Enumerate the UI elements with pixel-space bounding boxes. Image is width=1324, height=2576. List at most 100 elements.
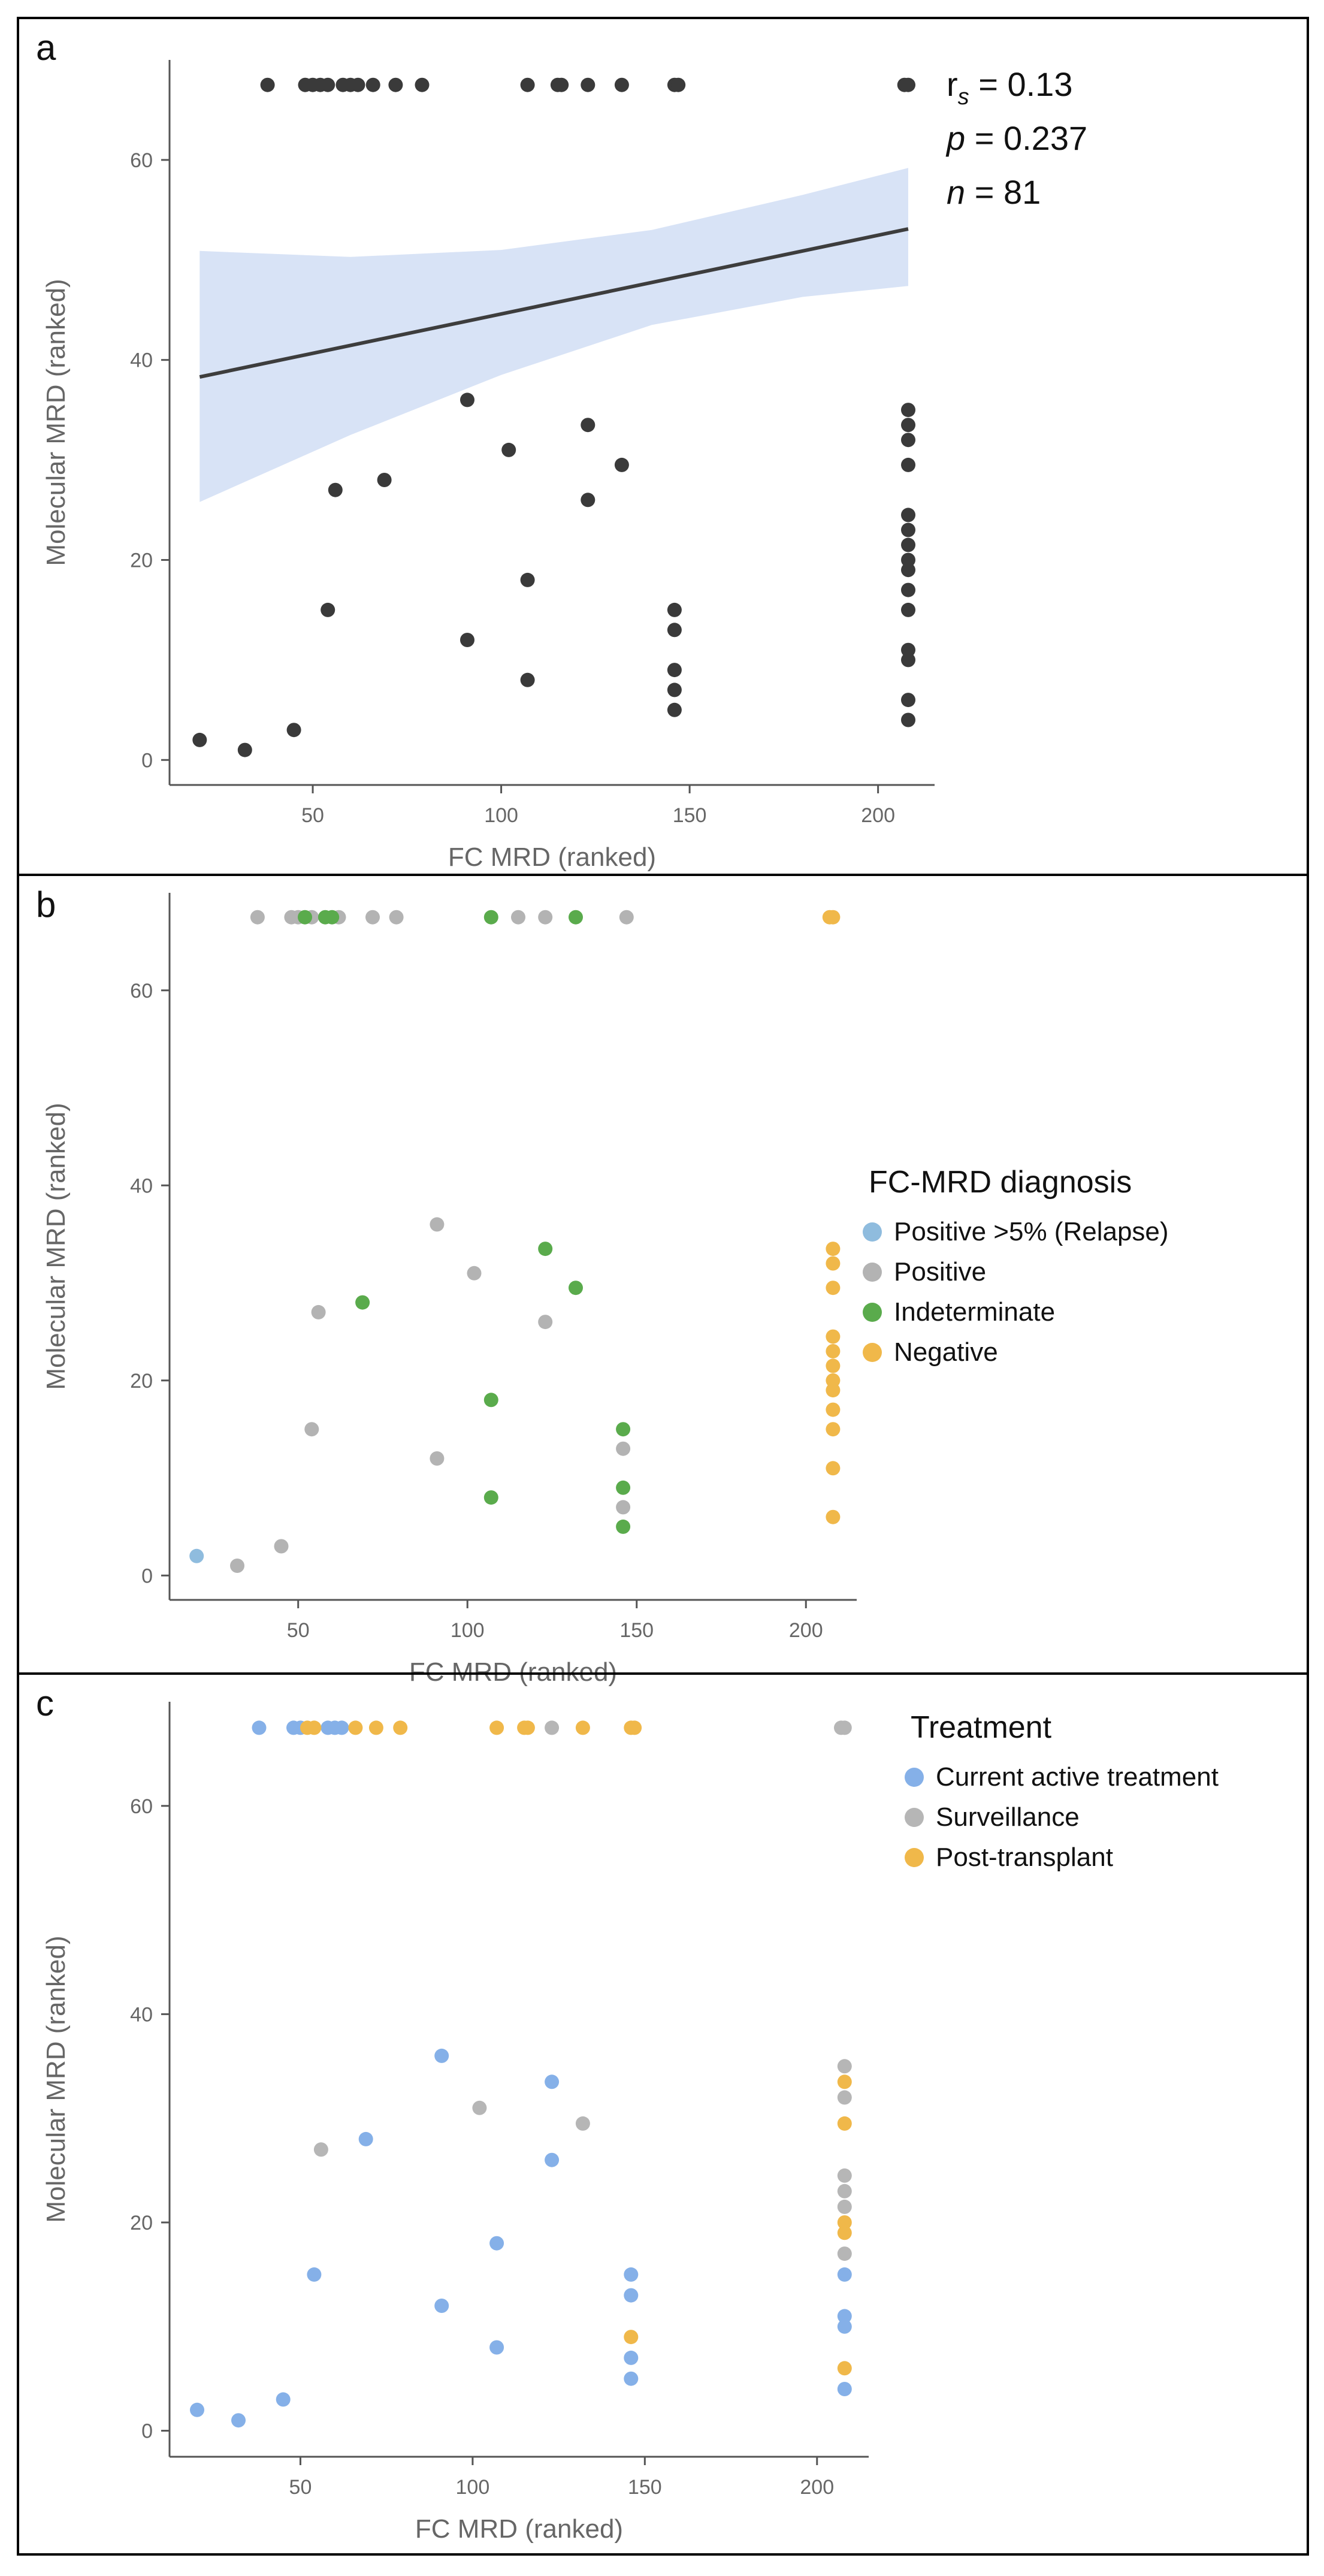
data-point	[901, 582, 915, 597]
data-point	[667, 663, 682, 678]
data-point	[667, 623, 682, 638]
confidence-band	[199, 168, 908, 502]
y-tick-label: 40	[130, 2003, 153, 2026]
data-point	[901, 403, 915, 418]
data-point	[388, 77, 403, 92]
data-point	[624, 2288, 639, 2303]
stat-p: p = 0.237	[945, 119, 1087, 157]
data-point	[667, 602, 682, 617]
x-axis-label: FC MRD (ranked)	[448, 842, 656, 872]
data-point	[826, 1383, 841, 1398]
data-point	[321, 602, 335, 617]
y-tick-label: 0	[141, 1565, 153, 1587]
data-point	[837, 2246, 852, 2261]
data-point	[826, 1344, 841, 1358]
data-point	[520, 1720, 535, 1735]
data-point	[511, 910, 525, 925]
data-point	[276, 2392, 291, 2407]
data-point	[667, 702, 682, 717]
data-point	[350, 77, 365, 92]
panel-label: c	[36, 1683, 54, 1723]
data-point	[616, 1480, 631, 1495]
data-point	[483, 1490, 498, 1505]
data-point	[489, 2340, 504, 2355]
regression-line	[199, 227, 909, 379]
data-point	[190, 2402, 204, 2417]
data-point	[901, 418, 915, 433]
data-point	[430, 1451, 445, 1466]
x-axis-label: FC MRD (ranked)	[415, 2514, 623, 2544]
data-point	[569, 1281, 583, 1295]
data-point	[368, 1720, 383, 1735]
data-point	[826, 1256, 841, 1271]
data-point	[581, 418, 596, 433]
data-point	[826, 1281, 841, 1295]
x-axis-label: FC MRD (ranked)	[409, 1657, 617, 1687]
y-axis-label: Molecular MRD (ranked)	[41, 1103, 71, 1390]
data-point	[307, 2267, 322, 2282]
data-point	[826, 910, 841, 925]
data-point	[837, 2225, 852, 2240]
y-tick-label: 20	[130, 549, 153, 572]
data-point	[826, 1402, 841, 1417]
data-point	[365, 910, 380, 925]
y-tick-label: 40	[130, 1174, 153, 1197]
data-point	[321, 77, 335, 92]
data-point	[826, 1509, 841, 1524]
data-point	[837, 1720, 852, 1735]
data-point	[545, 2074, 560, 2089]
data-point	[901, 602, 915, 617]
y-tick-label: 0	[141, 2420, 153, 2443]
data-point	[483, 1393, 498, 1408]
data-point	[230, 1559, 244, 1573]
data-point	[415, 77, 430, 92]
data-point	[575, 2116, 590, 2131]
x-tick-label: 150	[619, 1619, 654, 1642]
data-point	[393, 1720, 408, 1735]
data-point	[901, 537, 915, 552]
data-point	[901, 712, 915, 727]
data-point	[467, 1266, 482, 1281]
data-point	[286, 723, 301, 738]
x-tick-label: 100	[484, 804, 518, 827]
data-point	[901, 563, 915, 578]
data-point	[554, 77, 569, 92]
legend-swatch	[905, 1768, 924, 1787]
data-point	[489, 2236, 504, 2251]
data-point	[901, 508, 915, 523]
data-point	[430, 1217, 445, 1232]
legend-title: Treatment	[911, 1710, 1052, 1745]
data-point	[837, 2199, 852, 2214]
panel-label: b	[36, 884, 56, 925]
legend-entry-label: Indeterminate	[894, 1297, 1055, 1327]
legend-swatch	[905, 1808, 924, 1827]
data-point	[614, 457, 629, 472]
data-point	[472, 2100, 487, 2115]
data-point	[901, 693, 915, 708]
data-point	[616, 1519, 631, 1534]
data-point	[189, 1548, 204, 1563]
data-point	[624, 2350, 639, 2365]
data-point	[901, 433, 915, 448]
data-point	[545, 1720, 560, 1735]
data-point	[837, 2090, 852, 2105]
legend-swatch	[863, 1263, 882, 1282]
data-point	[575, 1720, 590, 1735]
legend-entry-label: Surveillance	[936, 1802, 1080, 1832]
data-point	[365, 77, 380, 92]
legend-swatch	[863, 1343, 882, 1362]
data-point	[581, 77, 596, 92]
y-tick-label: 60	[130, 149, 153, 172]
data-point	[837, 2267, 852, 2282]
data-point	[826, 1422, 841, 1437]
data-point	[837, 2319, 852, 2334]
data-point	[260, 77, 275, 92]
data-point	[837, 2215, 852, 2230]
data-point	[616, 1500, 631, 1515]
y-tick-label: 60	[130, 1795, 153, 1818]
data-point	[624, 2330, 639, 2345]
data-point	[231, 2413, 246, 2428]
data-point	[901, 77, 915, 92]
y-tick-label: 20	[130, 2212, 153, 2234]
